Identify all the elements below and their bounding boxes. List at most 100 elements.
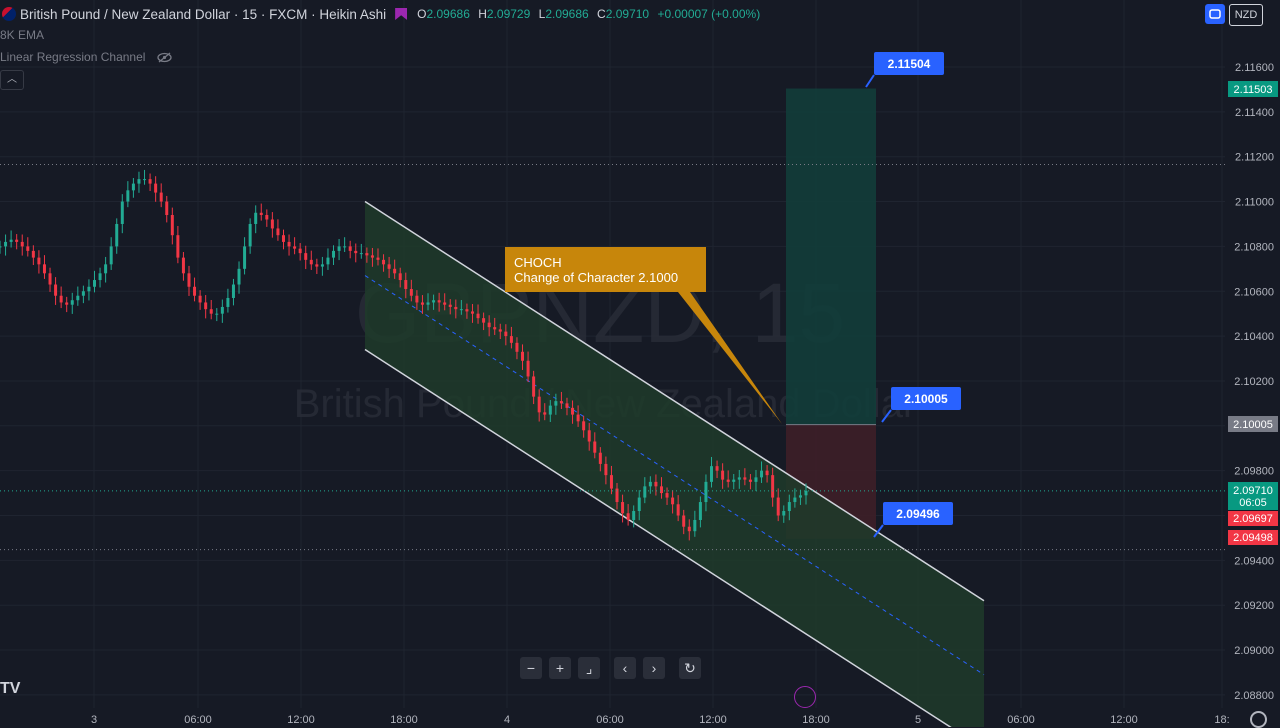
candle-body xyxy=(470,311,474,314)
candle-body xyxy=(515,342,519,352)
candle-body xyxy=(465,309,469,312)
candle-body xyxy=(165,201,169,216)
channel-lower-line xyxy=(364,348,952,727)
badge-stop: 2.09498 xyxy=(1233,532,1273,544)
candle-body xyxy=(743,477,747,480)
candle-body xyxy=(710,466,714,482)
y-tick-label: 2.09000 xyxy=(1234,645,1274,657)
flash-icon[interactable] xyxy=(794,686,816,708)
candle-body xyxy=(365,253,369,256)
candle-body xyxy=(654,481,658,487)
indicator-linear-regression[interactable]: Linear Regression Channel xyxy=(0,50,172,64)
zoom-out-icon[interactable]: − xyxy=(520,657,542,679)
candle-body xyxy=(276,228,280,236)
symbol-title[interactable]: British Pound / New Zealand Dollar · 15 … xyxy=(20,6,387,22)
gear-icon[interactable] xyxy=(1250,711,1267,728)
candle-body xyxy=(687,526,691,532)
candle-body xyxy=(81,291,85,296)
candle-body xyxy=(76,295,80,301)
candle-body xyxy=(243,246,247,269)
price-lines xyxy=(0,164,1225,551)
candle-body xyxy=(643,486,647,498)
candle-body xyxy=(393,268,397,274)
candle-body xyxy=(370,255,374,258)
candle-body xyxy=(565,403,569,408)
candle-body xyxy=(131,183,135,191)
candle-body xyxy=(659,486,663,494)
candle-body xyxy=(682,515,686,527)
candle-body xyxy=(454,306,458,310)
candle-body xyxy=(376,257,380,260)
x-tick-label: 12:00 xyxy=(699,714,727,726)
badge-entry: 2.10005 xyxy=(1233,419,1273,431)
zoom-in-icon[interactable]: + xyxy=(549,657,571,679)
candle-body xyxy=(798,495,802,498)
candle-body xyxy=(387,264,391,269)
candle-body xyxy=(87,286,91,292)
candle-body xyxy=(354,250,358,254)
entry-price-tag: 2.10005 xyxy=(904,392,948,406)
candle-body xyxy=(765,470,769,476)
candle-body xyxy=(571,407,575,415)
candle-body xyxy=(804,490,808,496)
candle-body xyxy=(359,253,363,255)
candle-body xyxy=(42,264,46,274)
candle-body xyxy=(548,405,552,415)
y-tick-label: 2.11600 xyxy=(1235,62,1274,74)
candle-body xyxy=(15,239,19,242)
candle-body xyxy=(293,246,297,249)
candle-body xyxy=(637,497,641,512)
candle-body xyxy=(609,475,613,489)
hidden-eye-icon[interactable] xyxy=(157,52,172,63)
fullscreen-button[interactable] xyxy=(1205,4,1225,24)
channel-middle-line xyxy=(364,275,985,676)
y-tick-label: 2.11000 xyxy=(1235,197,1274,209)
gbp-flag-icon xyxy=(2,7,16,21)
candle-body xyxy=(37,257,41,265)
candle-body xyxy=(632,511,636,520)
candle-body xyxy=(109,246,113,265)
candle-body xyxy=(143,179,147,181)
candle-body xyxy=(532,376,536,397)
reset-chart-icon[interactable]: ↻ xyxy=(679,657,701,679)
collapse-legend-button[interactable]: ︿ xyxy=(0,70,24,90)
time-axis: 3 06:00 12:00 18:00 4 06:00 12:00 18:00 5 06:00 12… xyxy=(91,714,1230,726)
x-tick-label: 12:00 xyxy=(1110,714,1138,726)
reset-zoom-icon[interactable]: ⌟ xyxy=(578,657,600,679)
candle-body xyxy=(587,430,591,442)
x-tick-label: 06:00 xyxy=(1007,714,1035,726)
candle-body xyxy=(504,331,508,337)
candle-body xyxy=(787,502,791,512)
indicator-ema[interactable]: 8K EMA xyxy=(0,28,45,42)
y-tick-label: 2.09800 xyxy=(1234,466,1274,478)
scroll-left-icon[interactable]: ‹ xyxy=(614,657,636,679)
candle-body xyxy=(204,302,208,310)
candle-body xyxy=(337,246,341,251)
scroll-right-icon[interactable]: › xyxy=(643,657,665,679)
x-tick-label: 18: xyxy=(1214,714,1229,726)
candle-body xyxy=(248,223,252,247)
candle-body xyxy=(31,250,35,258)
candle-body xyxy=(170,215,174,236)
candle-body xyxy=(120,201,124,224)
candle-body xyxy=(698,502,702,520)
x-tick-label: 5 xyxy=(915,714,921,726)
bookmark-icon[interactable] xyxy=(395,8,408,20)
candle-body xyxy=(59,295,63,303)
candle-body xyxy=(20,241,24,247)
candle-body xyxy=(26,246,30,251)
candle-body xyxy=(259,212,263,216)
candle-body xyxy=(304,253,308,260)
candle-body xyxy=(281,235,285,242)
candle-body xyxy=(104,264,108,274)
candle-body xyxy=(521,351,525,361)
candle-body xyxy=(98,273,102,281)
position-zones xyxy=(786,88,876,539)
candle-body xyxy=(237,268,241,285)
candle-body xyxy=(737,477,741,480)
candle-body xyxy=(137,179,141,184)
candle-body xyxy=(426,302,430,305)
currency-button[interactable]: NZD xyxy=(1229,4,1263,26)
candle-body xyxy=(126,190,130,202)
